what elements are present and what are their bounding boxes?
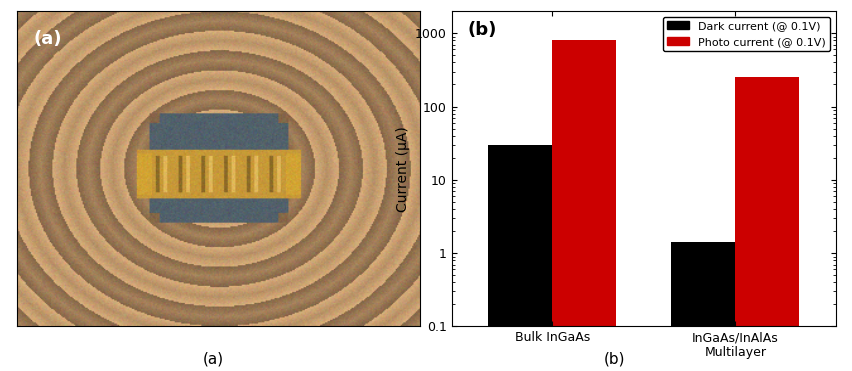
Bar xyxy=(552,40,616,371)
Text: (b): (b) xyxy=(602,352,625,367)
Text: (b): (b) xyxy=(467,20,496,39)
Text: (a): (a) xyxy=(33,30,61,48)
Bar xyxy=(488,145,552,371)
Legend: Dark current (@ 0.1V), Photo current (@ 0.1V): Dark current (@ 0.1V), Photo current (@ … xyxy=(662,17,829,51)
Bar xyxy=(734,77,798,371)
Y-axis label: Current (μA): Current (μA) xyxy=(395,126,409,212)
Bar xyxy=(671,242,734,371)
Text: (a): (a) xyxy=(203,352,223,367)
